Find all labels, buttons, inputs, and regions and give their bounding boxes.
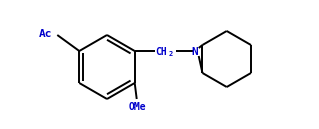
- Text: CH: CH: [156, 47, 167, 57]
- Text: OMe: OMe: [129, 102, 146, 112]
- Text: Ac: Ac: [39, 29, 53, 39]
- Text: 2: 2: [169, 51, 173, 57]
- Text: N: N: [191, 47, 198, 57]
